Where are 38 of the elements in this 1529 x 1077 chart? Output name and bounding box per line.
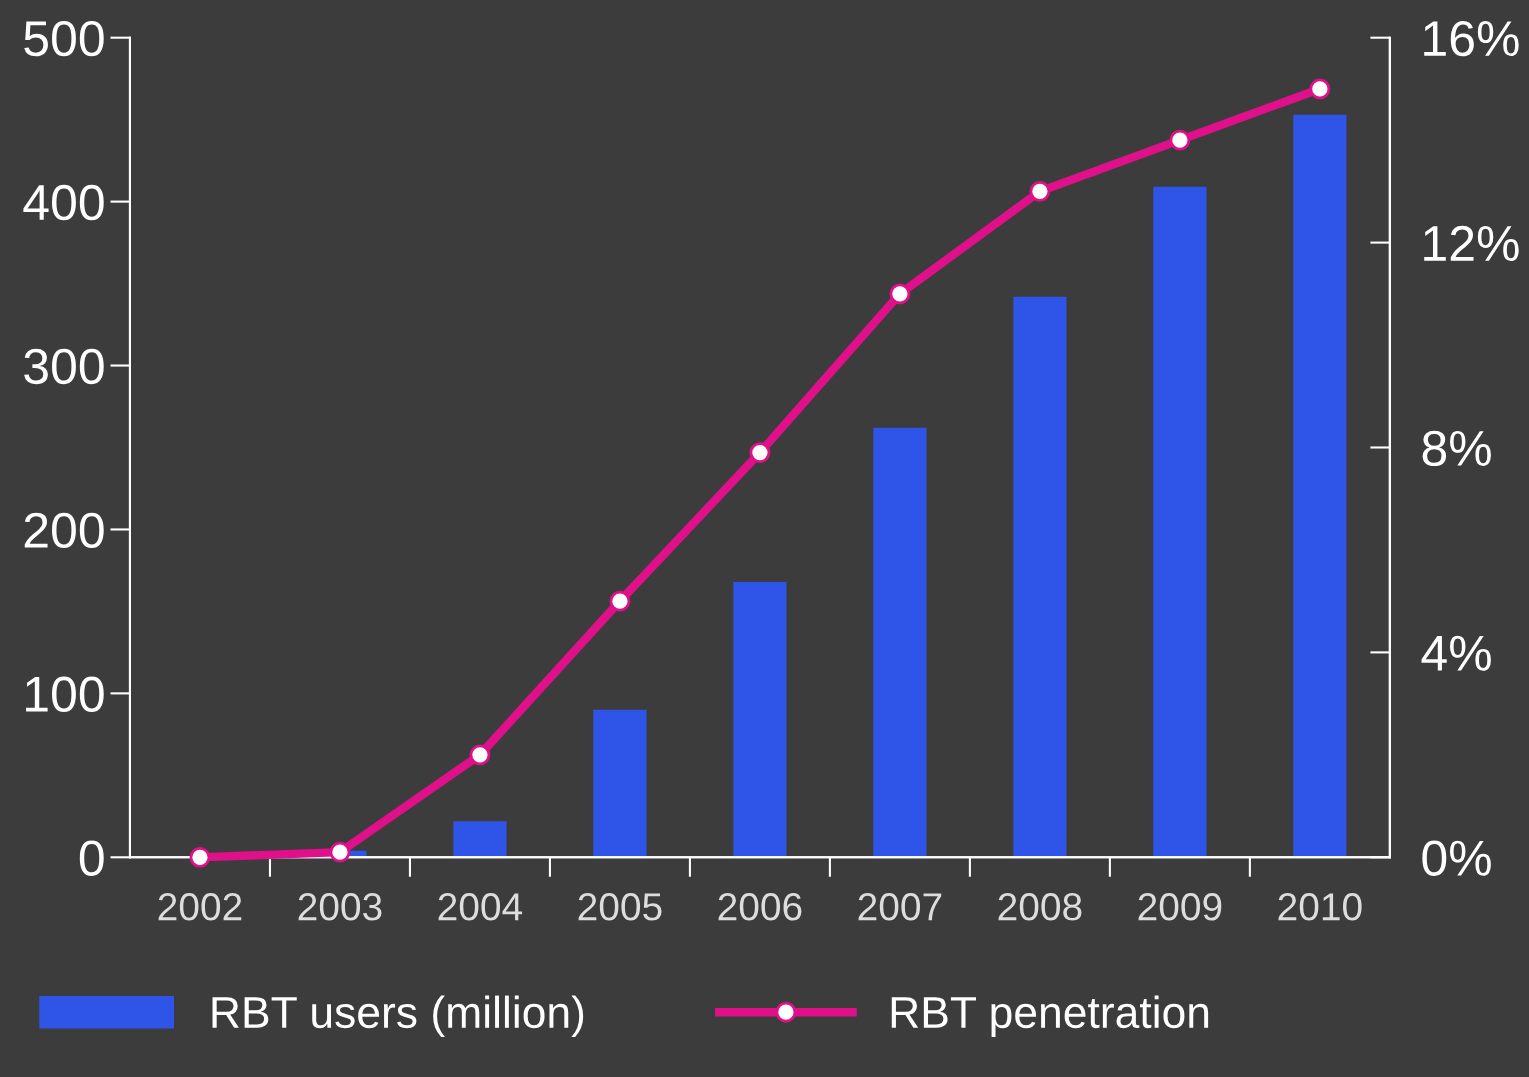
x-tick-label: 2010 — [1278, 893, 1362, 921]
x-tick-label: 2008 — [998, 893, 1082, 921]
bar — [733, 581, 787, 858]
y2-tick-label: 4% — [1421, 635, 1491, 671]
point — [609, 590, 631, 612]
legend-label: RBT users (million) — [212, 995, 584, 1037]
y2-tick-label: 12% — [1424, 225, 1519, 262]
x-tick-label: 2006 — [718, 893, 802, 921]
point — [189, 846, 211, 868]
y-tick-label: 100 — [26, 676, 104, 712]
point — [469, 744, 491, 766]
point — [1029, 180, 1051, 202]
bar — [593, 709, 647, 858]
y-tick-label: 0 — [79, 840, 104, 876]
bar — [453, 821, 507, 858]
x-tick-label: 2007 — [858, 893, 942, 921]
point — [1169, 129, 1191, 151]
legend-label: RBT penetration — [891, 995, 1209, 1037]
y2-tick-label: 0% — [1422, 840, 1491, 876]
bar — [1293, 114, 1347, 858]
x-tick-label: 2004 — [438, 893, 523, 921]
x-tick-label: 2005 — [578, 893, 662, 921]
point — [749, 442, 771, 464]
y-tick-label: 300 — [24, 348, 104, 385]
x-tick-label: 2002 — [158, 893, 242, 921]
y2-tick-label: 16% — [1424, 20, 1519, 57]
y2-tick-label: 8% — [1422, 430, 1491, 467]
y-tick-label: 500 — [24, 20, 104, 57]
bar — [1013, 296, 1067, 858]
point — [889, 283, 911, 305]
bar — [1153, 186, 1207, 858]
x-tick-label: 2003 — [298, 893, 382, 921]
y-tick-label: 200 — [24, 512, 104, 549]
bar — [873, 427, 927, 858]
x-tick-label: 2009 — [1138, 893, 1222, 921]
y-tick-label: 400 — [23, 184, 104, 221]
point — [329, 841, 351, 863]
point — [1309, 78, 1331, 100]
